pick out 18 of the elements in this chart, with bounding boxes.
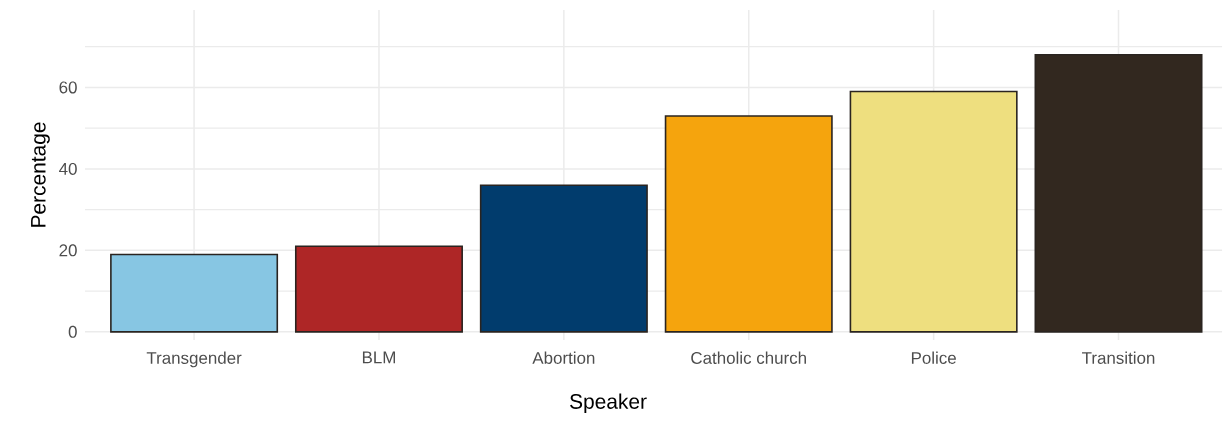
x-tick-label: Police (911, 351, 956, 364)
x-tick-label: Abortion (532, 351, 595, 364)
x-axis-title: Speaker (570, 393, 647, 414)
bar (849, 90, 1018, 333)
bar (479, 184, 648, 333)
bar (110, 253, 279, 333)
bar (664, 115, 833, 333)
x-tick-label: Transition (1082, 351, 1155, 364)
x-tick-label: Transgender (146, 351, 242, 368)
y-axis-title: Percentage (31, 122, 50, 227)
y-tick-label: 20 (59, 244, 77, 257)
bar (294, 245, 463, 333)
y-tick-label: 40 (59, 162, 77, 175)
y-tick-label: 60 (59, 81, 77, 94)
x-tick-label: BLM (362, 351, 395, 364)
bar (1034, 54, 1203, 333)
y-tick-label: 0 (68, 325, 77, 338)
x-tick-label: Catholic church (691, 351, 806, 364)
